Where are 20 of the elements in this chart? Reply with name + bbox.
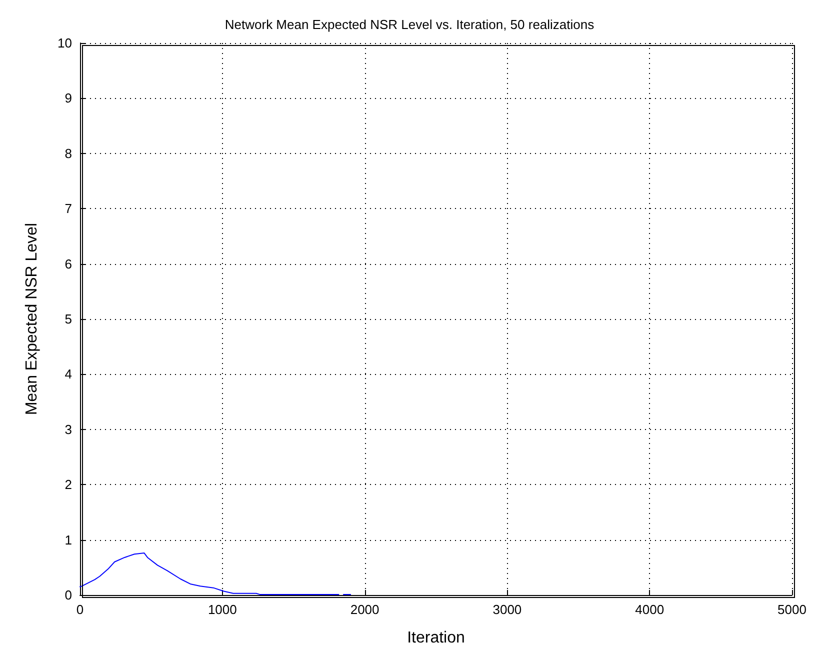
x-axis-title: Iteration [407, 630, 465, 646]
y-tick-label: 1 [64, 532, 72, 548]
y-tick-label: 7 [64, 201, 72, 216]
x-tick-label: 3000 [492, 602, 522, 617]
y-tick-label: 0 [64, 588, 72, 602]
y-tick-label: 3 [64, 422, 72, 437]
chart-title: Network Mean Expected NSR Level vs. Iteration, 50 realizations [224, 17, 595, 32]
x-tick-label: 2000 [350, 602, 380, 617]
x-tick-label: 0 [76, 602, 84, 617]
y-tick-label: 4 [64, 366, 72, 382]
y-tick-label: 8 [64, 146, 72, 161]
x-tick-label: 5000 [778, 602, 806, 617]
y-tick-label: 6 [64, 256, 72, 272]
x-tick-label: 1000 [208, 602, 237, 617]
y-tick-label: 5 [64, 312, 72, 326]
y-tick-label: 9 [64, 90, 72, 106]
x-tick-label: 4000 [635, 602, 664, 617]
y-axis-title: Mean Expected NSR Level [24, 222, 40, 416]
y-tick-label: 2 [64, 477, 72, 492]
y-tick-label: 10 [58, 36, 72, 50]
